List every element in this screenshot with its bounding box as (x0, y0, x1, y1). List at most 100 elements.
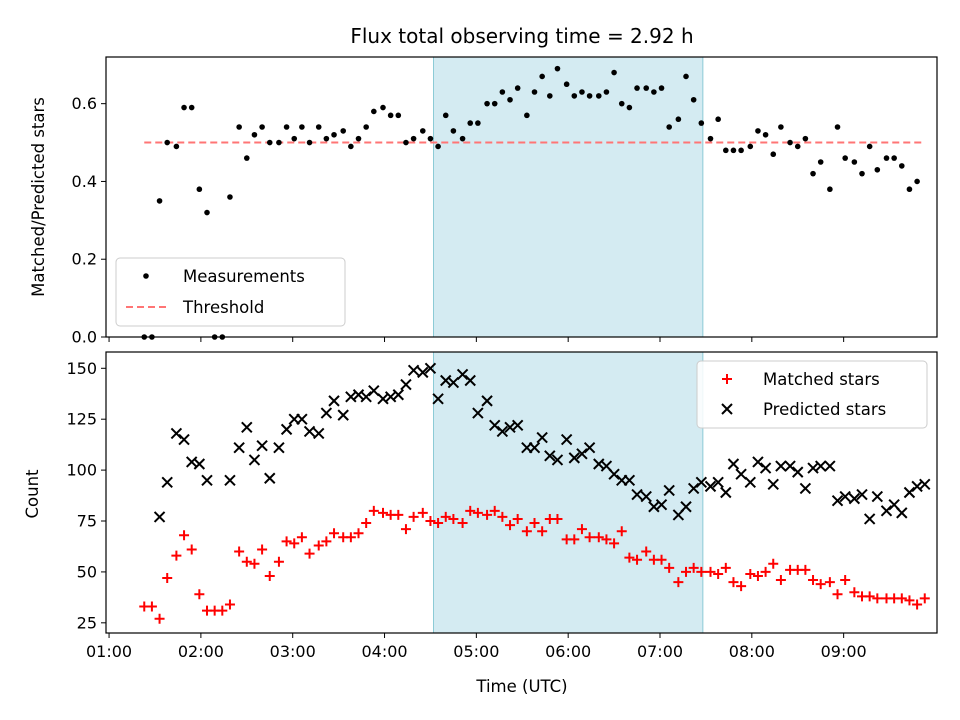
matched-point (681, 566, 692, 577)
measurement-point (571, 93, 578, 99)
matched-point (448, 513, 459, 524)
matched-point (194, 589, 205, 600)
measurement-point (387, 112, 394, 119)
y-tick-label: 150 (66, 359, 97, 378)
matched-point (815, 579, 826, 590)
measurement-point (827, 186, 833, 193)
measurement-point (363, 124, 369, 130)
predicted-point (241, 421, 253, 434)
measurement-point (730, 147, 737, 154)
predicted-point (256, 439, 268, 452)
measurement-point (196, 186, 203, 193)
measurement-point (514, 85, 521, 91)
matched-point (378, 507, 388, 518)
matched-point (171, 550, 182, 561)
matched-point (512, 513, 523, 524)
measurement-point (707, 135, 714, 142)
predicted-point (814, 460, 827, 472)
measurement-point (778, 124, 784, 130)
matched-point (728, 577, 739, 588)
matched-point (313, 540, 324, 551)
legend-marker-measurements (143, 273, 149, 279)
measurement-point (524, 112, 530, 119)
measurement-point (723, 147, 729, 154)
matched-point (609, 538, 620, 549)
measurement-point (227, 194, 233, 200)
measurement-point (259, 124, 265, 130)
matched-point (417, 507, 428, 518)
predicted-point (489, 419, 501, 432)
measurement-point (563, 81, 570, 88)
x-tick-label: 08:00 (729, 642, 775, 661)
matched-point (624, 552, 635, 563)
measurement-point (770, 151, 777, 158)
measurement-point (380, 104, 386, 111)
x-tick-label: 01:00 (86, 642, 132, 661)
predicted-point (296, 413, 308, 425)
legend-frame (696, 360, 928, 429)
predicted-point (880, 505, 893, 517)
measurement-point (906, 186, 913, 193)
measurement-point (883, 155, 890, 161)
predicted-point (799, 482, 812, 495)
series-measurements (141, 65, 920, 340)
matched-point (616, 526, 627, 537)
x-tick-label: 06:00 (545, 642, 591, 661)
predicted-point (824, 460, 836, 472)
matched-point (632, 554, 643, 565)
predicted-point (544, 450, 556, 462)
measurement-point (651, 89, 657, 95)
matched-point (641, 546, 652, 557)
predicted-point (273, 441, 285, 454)
measurement-point (539, 73, 545, 80)
predicted-point (264, 472, 276, 484)
predicted-point (432, 393, 444, 405)
predicted-point (193, 458, 206, 470)
measurement-point (690, 96, 697, 103)
measurement-point (435, 143, 441, 150)
top-y-axis-title: Matched/Predicted stars (29, 97, 48, 297)
measurement-point (188, 104, 195, 111)
matched-point (505, 520, 516, 531)
matched-point (529, 518, 540, 529)
measurement-point (475, 120, 481, 126)
shaded-interval (433, 351, 704, 634)
x-tick-label: 05:00 (453, 642, 499, 661)
matched-point (368, 505, 379, 516)
measurement-point (834, 124, 841, 130)
matched-point (408, 511, 419, 522)
series-matched-stars (139, 505, 930, 624)
matched-point (497, 511, 508, 522)
measurement-point (595, 93, 602, 99)
matched-point (353, 528, 364, 539)
predicted-point (687, 482, 700, 495)
matched-point (329, 528, 340, 539)
measurement-point (914, 178, 920, 185)
matched-point (249, 558, 260, 569)
top-legend: Measurements Threshold (115, 257, 346, 327)
matched-point (217, 605, 228, 616)
matched-point (745, 568, 756, 579)
measurement-point (348, 143, 354, 150)
matched-point (162, 573, 173, 584)
measurement-point (611, 69, 617, 76)
matched-point (457, 518, 468, 529)
matched-point (465, 505, 476, 516)
matched-point (864, 591, 875, 602)
measurement-point (899, 163, 905, 169)
predicted-point (472, 407, 484, 419)
measurement-point (499, 89, 506, 95)
measurement-point (859, 170, 865, 177)
predicted-point (856, 488, 868, 501)
predicted-point (839, 490, 851, 503)
predicted-point (576, 448, 588, 460)
predicted-point (248, 454, 261, 466)
measurement-point (204, 209, 210, 216)
x-tick-label: 03:00 (270, 642, 316, 661)
measurement-point (243, 155, 250, 161)
predicted-point (303, 425, 316, 438)
predicted-point (424, 362, 437, 374)
matched-point (912, 599, 923, 610)
predicted-point (464, 374, 476, 387)
